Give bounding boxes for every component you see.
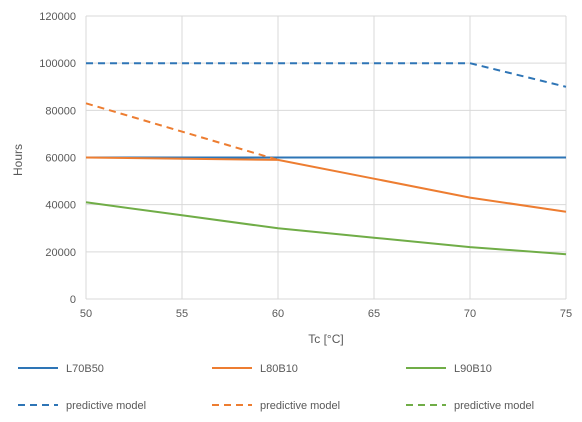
- series-line-predictive-3: [86, 62, 567, 88]
- legend-item: L70B50: [18, 363, 104, 375]
- y-tick-label: 40000: [45, 200, 76, 212]
- y-tick-label: 60000: [45, 153, 76, 165]
- legend-item: predictive model: [212, 400, 340, 412]
- legend-label: L70B50: [66, 363, 104, 375]
- legend-label: L90B10: [454, 363, 492, 375]
- y-tick-label: 0: [70, 294, 76, 306]
- x-tick-label: 55: [176, 308, 188, 320]
- tick-labels: 0 20000 40000 60000 80000 100000 120000 50 55 60 6…: [39, 11, 572, 320]
- series-lines: [85, 62, 567, 256]
- legend-item: L90B10: [406, 363, 492, 375]
- x-tick-label: 60: [272, 308, 284, 320]
- x-axis-title: Tc [°C]: [308, 332, 343, 346]
- legend-label: L80B10: [260, 363, 298, 375]
- legend-label: predictive model: [66, 400, 146, 412]
- legend-item: predictive model: [18, 400, 146, 412]
- y-tick-label: 120000: [39, 11, 76, 23]
- y-tick-label: 20000: [45, 247, 76, 259]
- legend-label: predictive model: [454, 400, 534, 412]
- legend: L70B50 L80B10 L90B10 predictive model predic…: [18, 363, 534, 412]
- series-line-predictive-4: [85, 102, 279, 161]
- y-axis-title: Hours: [11, 144, 25, 176]
- legend-label: predictive model: [260, 400, 340, 412]
- y-tick-label: 80000: [45, 105, 76, 117]
- x-tick-label: 75: [560, 308, 572, 320]
- legend-item: L80B10: [212, 363, 298, 375]
- x-tick-label: 50: [80, 308, 92, 320]
- x-tick-label: 70: [464, 308, 476, 320]
- series-line-1: [85, 156, 567, 213]
- x-tick-label: 65: [368, 308, 380, 320]
- legend-item: predictive model: [406, 400, 534, 412]
- y-tick-label: 100000: [39, 58, 76, 70]
- series-line-2: [85, 201, 567, 256]
